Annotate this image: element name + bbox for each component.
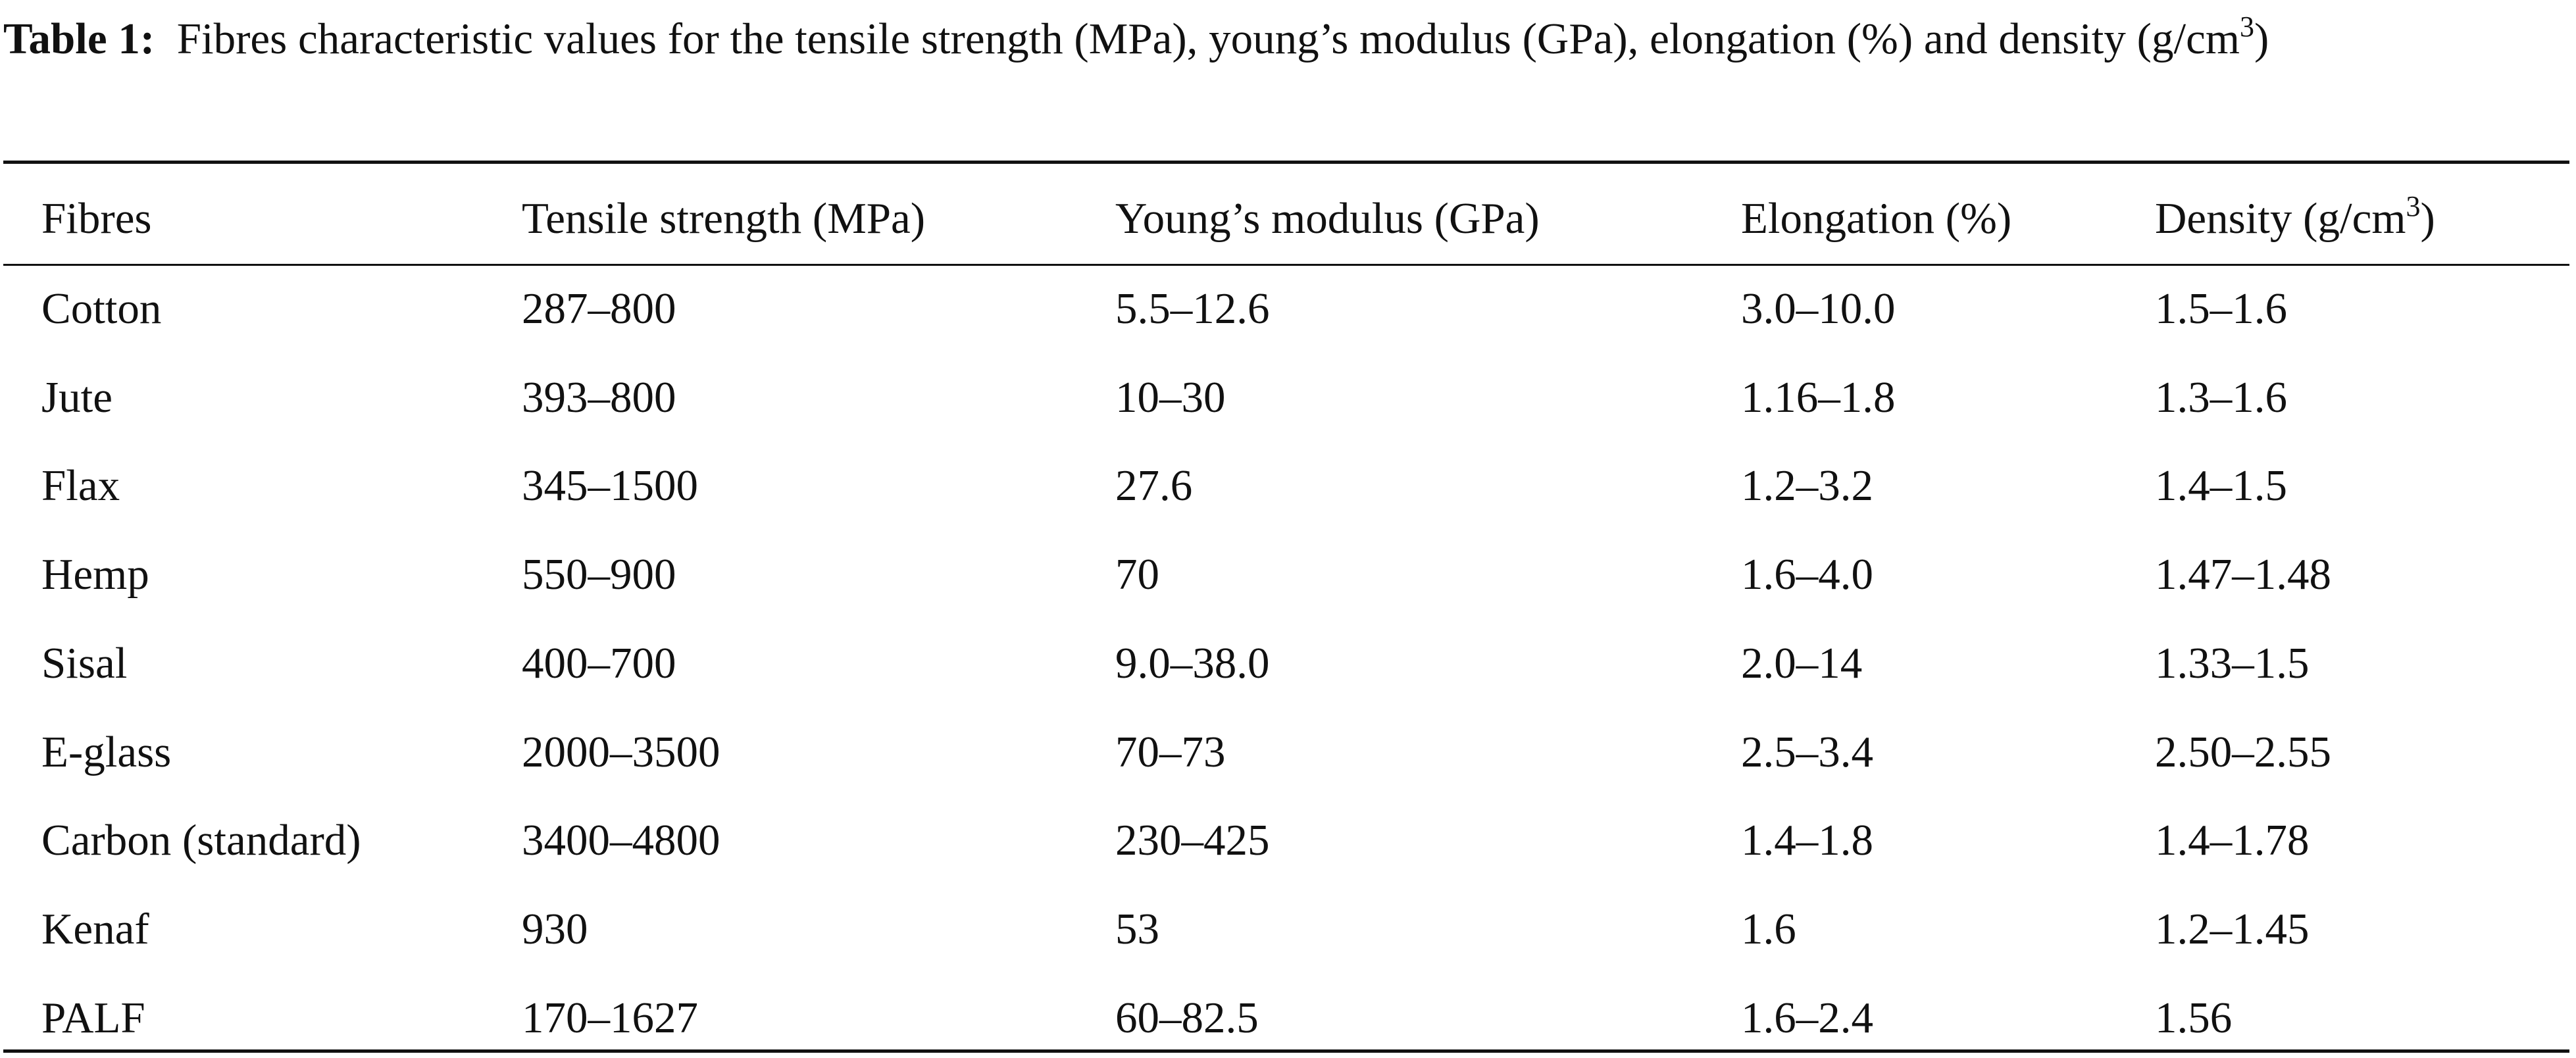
- cell-fibre: Hemp: [41, 550, 149, 599]
- cell-tensile-strength: 345–1500: [522, 461, 698, 510]
- cell-youngs-modulus: 70–73: [1115, 728, 1226, 776]
- cell-elongation: 1.2–3.2: [1741, 461, 1873, 510]
- cell-elongation: 1.6–2.4: [1741, 994, 1873, 1042]
- cell-density: 2.50–2.55: [2155, 728, 2331, 776]
- cell-tensile-strength: 2000–3500: [522, 728, 720, 776]
- caption-closing: ): [2254, 14, 2269, 63]
- cell-youngs-modulus: 60–82.5: [1115, 994, 1259, 1042]
- cell-elongation: 3.0–10.0: [1741, 284, 1896, 333]
- cell-youngs-modulus: 9.0–38.0: [1115, 639, 1270, 688]
- cell-elongation: 2.5–3.4: [1741, 728, 1873, 776]
- header-density-text: Density (g/cm: [2155, 194, 2406, 243]
- cell-elongation: 1.4–1.8: [1741, 816, 1873, 865]
- cell-youngs-modulus: 10–30: [1115, 373, 1226, 422]
- cell-tensile-strength: 400–700: [522, 639, 676, 688]
- table-label: Table 1:: [3, 14, 155, 63]
- cell-tensile-strength: 3400–4800: [522, 816, 720, 865]
- cell-youngs-modulus: 70: [1115, 550, 1159, 599]
- caption-superscript: 3: [2239, 11, 2254, 43]
- cell-density: 1.4–1.5: [2155, 461, 2287, 510]
- cell-fibre: E-glass: [41, 728, 172, 776]
- cell-density: 1.5–1.6: [2155, 284, 2287, 333]
- header-rule: [3, 264, 2569, 266]
- cell-youngs-modulus: 5.5–12.6: [1115, 284, 1270, 333]
- cell-youngs-modulus: 27.6: [1115, 461, 1193, 510]
- cell-fibre: Jute: [41, 373, 113, 422]
- cell-density: 1.47–1.48: [2155, 550, 2331, 599]
- cell-fibre: Flax: [41, 461, 120, 510]
- header-tensile-strength: Tensile strength (MPa): [522, 194, 926, 243]
- header-density-superscript: 3: [2406, 190, 2421, 222]
- header-density: Density (g/cm3): [2155, 192, 2435, 245]
- header-elongation: Elongation (%): [1741, 194, 2012, 243]
- cell-tensile-strength: 393–800: [522, 373, 676, 422]
- header-fibres: Fibres: [41, 194, 152, 243]
- cell-density: 1.2–1.45: [2155, 905, 2310, 953]
- cell-elongation: 1.6: [1741, 905, 1796, 953]
- bottom-rule: [3, 1049, 2569, 1053]
- cell-density: 1.56: [2155, 994, 2233, 1042]
- cell-density: 1.33–1.5: [2155, 639, 2310, 688]
- cell-elongation: 2.0–14: [1741, 639, 1863, 688]
- cell-fibre: PALF: [41, 994, 145, 1042]
- header-youngs-modulus: Young’s modulus (GPa): [1115, 194, 1540, 243]
- cell-elongation: 1.16–1.8: [1741, 373, 1896, 422]
- cell-elongation: 1.6–4.0: [1741, 550, 1873, 599]
- table-caption: Table 1: Fibres characteristic values fo…: [3, 3, 2556, 75]
- cell-fibre: Sisal: [41, 639, 128, 688]
- caption-text: Fibres characteristic values for the ten…: [176, 14, 2240, 63]
- cell-fibre: Carbon (standard): [41, 816, 361, 865]
- cell-fibre: Cotton: [41, 284, 162, 333]
- cell-youngs-modulus: 53: [1115, 905, 1159, 953]
- cell-density: 1.3–1.6: [2155, 373, 2287, 422]
- cell-tensile-strength: 930: [522, 905, 588, 953]
- cell-density: 1.4–1.78: [2155, 816, 2310, 865]
- cell-tensile-strength: 550–900: [522, 550, 676, 599]
- cell-fibre: Kenaf: [41, 905, 149, 953]
- cell-youngs-modulus: 230–425: [1115, 816, 1270, 865]
- cell-tensile-strength: 287–800: [522, 284, 676, 333]
- header-density-closing: ): [2420, 194, 2435, 243]
- top-rule: [3, 161, 2569, 164]
- cell-tensile-strength: 170–1627: [522, 994, 698, 1042]
